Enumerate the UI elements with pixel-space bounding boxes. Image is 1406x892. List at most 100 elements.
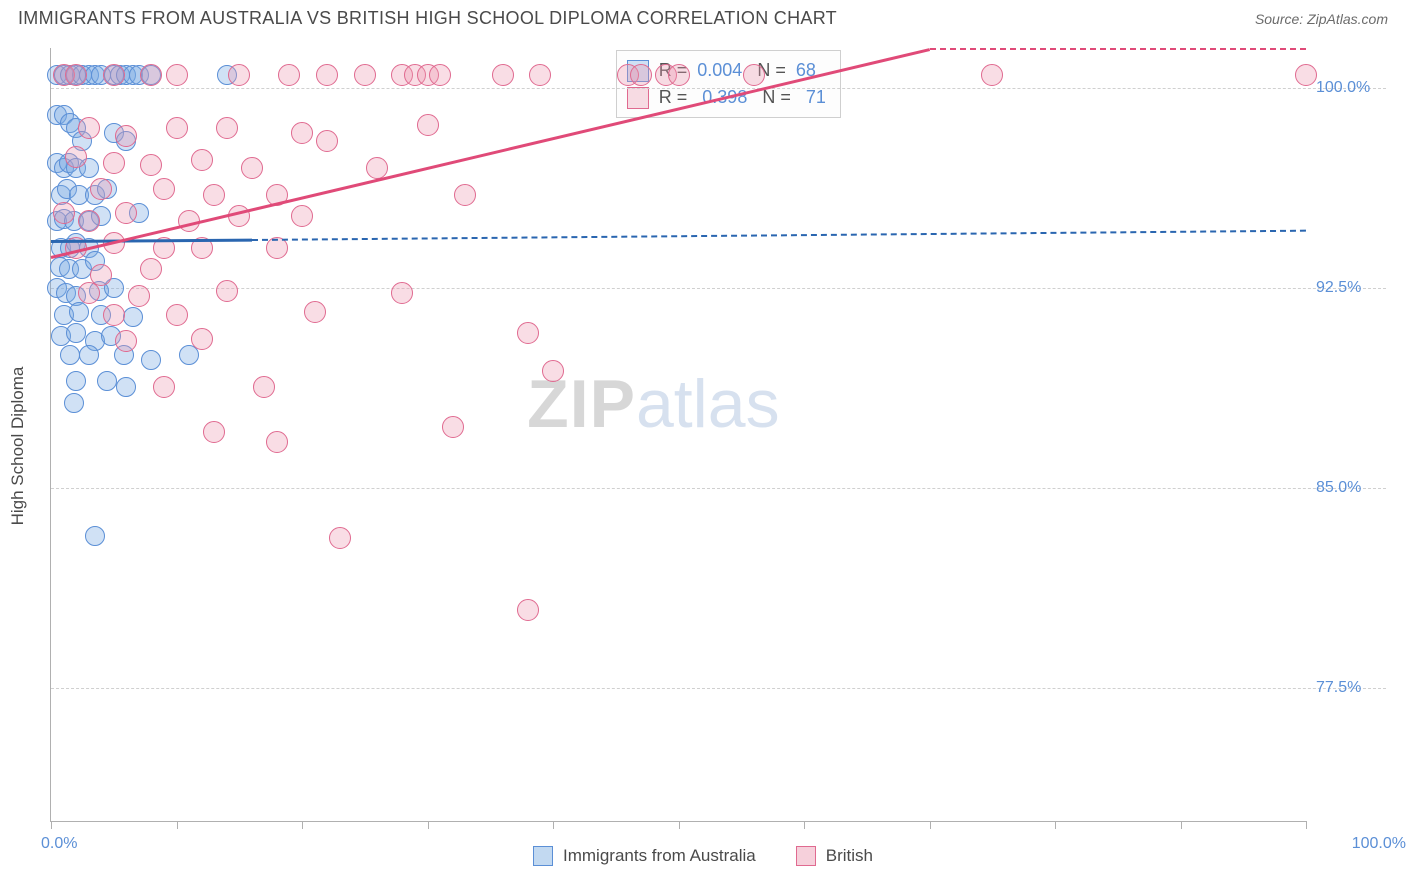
stats-legend: R = 0.004 N = 68 R = 0.398 N = 71	[616, 50, 841, 118]
watermark: ZIPatlas	[527, 365, 779, 443]
x-tick	[302, 821, 303, 829]
y-tick-label: 77.5%	[1316, 679, 1396, 697]
scatter-point	[316, 130, 338, 152]
scatter-point	[69, 302, 89, 322]
gridline-h	[51, 688, 1386, 689]
scatter-point	[442, 416, 464, 438]
y-tick-label: 100.0%	[1316, 79, 1396, 97]
x-tick	[177, 821, 178, 829]
y-axis-title: High School Diploma	[8, 367, 28, 526]
scatter-point	[391, 282, 413, 304]
scatter-point	[53, 202, 75, 224]
scatter-point	[166, 64, 188, 86]
x-tick	[428, 821, 429, 829]
scatter-point	[203, 421, 225, 443]
x-tick	[553, 821, 554, 829]
scatter-point	[64, 393, 84, 413]
trend-line-dashed	[930, 48, 1307, 50]
gridline-h	[51, 488, 1386, 489]
scatter-point	[85, 526, 105, 546]
scatter-point	[123, 307, 143, 327]
scatter-point	[517, 322, 539, 344]
scatter-point	[191, 149, 213, 171]
y-tick-label: 92.5%	[1316, 279, 1396, 297]
scatter-point	[216, 117, 238, 139]
gridline-h	[51, 288, 1386, 289]
scatter-point	[140, 258, 162, 280]
scatter-point	[266, 431, 288, 453]
scatter-point	[90, 178, 112, 200]
chart-title: IMMIGRANTS FROM AUSTRALIA VS BRITISH HIG…	[18, 8, 837, 29]
scatter-point	[60, 345, 80, 365]
x-tick	[930, 821, 931, 829]
scatter-point	[191, 328, 213, 350]
scatter-point	[141, 350, 161, 370]
scatter-point	[454, 184, 476, 206]
scatter-point	[78, 210, 100, 232]
scatter-point	[216, 280, 238, 302]
watermark-atlas: atlas	[636, 366, 780, 442]
scatter-point	[278, 64, 300, 86]
scatter-point	[153, 376, 175, 398]
source-label: Source: ZipAtlas.com	[1255, 11, 1388, 27]
scatter-point	[743, 64, 765, 86]
scatter-point	[329, 527, 351, 549]
scatter-point	[253, 376, 275, 398]
scatter-point	[66, 323, 86, 343]
scatter-point	[366, 157, 388, 179]
bottom-legend: Immigrants from Australia British	[0, 846, 1406, 866]
scatter-point	[492, 64, 514, 86]
y-tick-label: 85.0%	[1316, 479, 1396, 497]
scatter-point	[291, 205, 313, 227]
scatter-point	[304, 301, 326, 323]
scatter-point	[1295, 64, 1317, 86]
scatter-point	[78, 282, 100, 304]
bottom-legend-swatch-1	[796, 846, 816, 866]
x-tick	[1181, 821, 1182, 829]
stats-r-val-0: 0.004	[697, 57, 742, 84]
bottom-legend-label-1: British	[826, 846, 873, 866]
bottom-legend-item-1: British	[796, 846, 873, 866]
x-tick	[1306, 821, 1307, 829]
scatter-point	[166, 117, 188, 139]
x-tick	[804, 821, 805, 829]
scatter-point	[65, 64, 87, 86]
scatter-point	[65, 146, 87, 168]
scatter-point	[116, 377, 136, 397]
scatter-point	[115, 202, 137, 224]
scatter-point	[517, 599, 539, 621]
scatter-point	[140, 64, 162, 86]
scatter-point	[228, 64, 250, 86]
scatter-point	[354, 64, 376, 86]
x-tick	[679, 821, 680, 829]
scatter-point	[291, 122, 313, 144]
scatter-point	[417, 114, 439, 136]
chart-header: IMMIGRANTS FROM AUSTRALIA VS BRITISH HIG…	[0, 0, 1406, 39]
scatter-point	[316, 64, 338, 86]
x-tick	[1055, 821, 1056, 829]
scatter-point	[668, 64, 690, 86]
scatter-point	[630, 64, 652, 86]
bottom-legend-item-0: Immigrants from Australia	[533, 846, 756, 866]
scatter-point	[66, 371, 86, 391]
gridline-h	[51, 88, 1386, 89]
scatter-point	[529, 64, 551, 86]
trend-line-dashed	[252, 229, 1306, 240]
scatter-point	[79, 345, 99, 365]
trend-line	[51, 239, 252, 243]
chart-plot-area: ZIPatlas 0.0% 100.0% R = 0.004 N = 68 R …	[50, 48, 1306, 822]
scatter-point	[429, 64, 451, 86]
scatter-point	[115, 330, 137, 352]
x-tick	[51, 821, 52, 829]
scatter-point	[97, 371, 117, 391]
scatter-point	[78, 117, 100, 139]
scatter-point	[103, 152, 125, 174]
stats-swatch-1	[627, 87, 649, 109]
scatter-point	[140, 154, 162, 176]
bottom-legend-swatch-0	[533, 846, 553, 866]
scatter-point	[90, 264, 112, 286]
scatter-point	[103, 304, 125, 326]
scatter-point	[166, 304, 188, 326]
scatter-point	[128, 285, 150, 307]
scatter-point	[203, 184, 225, 206]
